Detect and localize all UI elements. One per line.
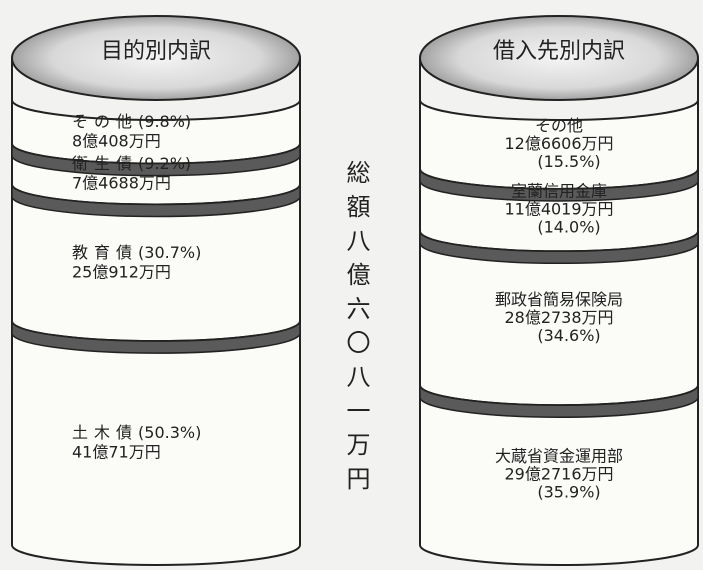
- amount-label: 11億4019万円: [504, 200, 613, 219]
- amount-label: 7億4688万円: [72, 174, 171, 193]
- category-label: 室蘭信用金庫: [511, 182, 607, 201]
- category-label: 郵政省簡易保険局: [495, 290, 623, 309]
- category-label: 教育債: [72, 242, 138, 261]
- total-label: 総額八億六〇八一万円: [342, 160, 370, 500]
- value-label: (30.7%): [138, 242, 201, 261]
- infographic: 総額八億六〇八一万円 目的別内訳その他(9.8%)8億408万円衛生債(9.2%…: [0, 0, 703, 566]
- value-label: (15.5%): [537, 152, 600, 171]
- cylinder-title: 目的別内訳: [101, 39, 211, 64]
- segment-label: 教育債(30.7%): [72, 242, 201, 261]
- cylinder-title: 借入先別内訳: [493, 39, 625, 64]
- amount-label: 25億912万円: [72, 262, 171, 281]
- value-label: (14.0%): [537, 218, 600, 237]
- category-label: 衛生債: [72, 154, 138, 173]
- category-label: 土木債: [72, 423, 138, 442]
- value-label: (9.2%): [138, 154, 191, 173]
- amount-label: 8億408万円: [72, 131, 161, 150]
- category-label: その他: [72, 111, 138, 130]
- amount-label: 41億71万円: [72, 443, 161, 462]
- segment-label: その他(9.8%): [72, 111, 191, 130]
- amount-label: 29億2716万円: [504, 465, 613, 484]
- value-label: (35.9%): [537, 483, 600, 502]
- amount-label: 28億2738万円: [504, 308, 613, 327]
- value-label: (9.8%): [138, 111, 191, 130]
- amount-label: 12億6606万円: [504, 134, 613, 153]
- segment-label: 土木債(50.3%): [72, 423, 201, 442]
- category-label: その他: [535, 116, 583, 135]
- value-label: (34.6%): [537, 326, 600, 345]
- segment-label: 衛生債(9.2%): [72, 154, 191, 173]
- category-label: 大蔵省資金運用部: [495, 447, 623, 466]
- value-label: (50.3%): [138, 423, 201, 442]
